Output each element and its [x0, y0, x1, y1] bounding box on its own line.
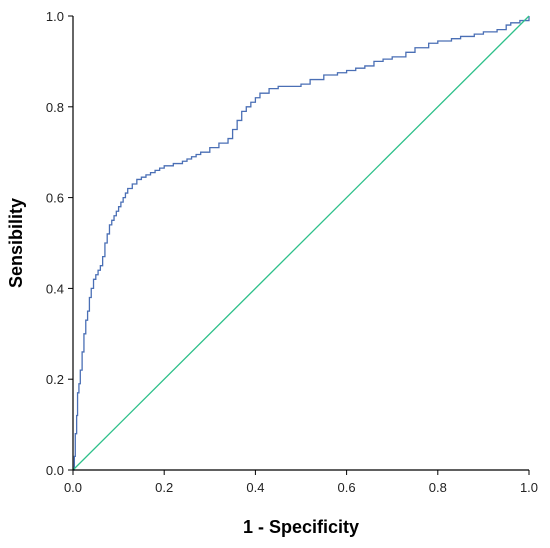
reference-diagonal-line	[72, 15, 530, 471]
x-tick-label: 0.2	[155, 480, 173, 495]
x-tick-label: 0.4	[246, 480, 264, 495]
y-tick-label: 0.2	[46, 372, 64, 387]
x-tick-label: 0.6	[338, 480, 356, 495]
series-layer	[72, 15, 530, 471]
x-tick-label: 0.8	[429, 480, 447, 495]
x-axis-ticks: 0.0 0.2 0.4 0.6 0.8 1.0	[64, 470, 538, 495]
roc-curve-line	[73, 16, 530, 471]
x-tick-label: 1.0	[520, 480, 538, 495]
y-axis-ticks: 0.0 0.2 0.4 0.6 0.8 1.0	[46, 9, 73, 478]
y-tick-label: 0.4	[46, 281, 64, 296]
x-tick-label: 0.0	[64, 480, 82, 495]
y-tick-label: 0.8	[46, 100, 64, 115]
y-tick-label: 0.6	[46, 191, 64, 206]
y-axis-title: Sensibility	[6, 198, 26, 288]
x-axis-title: 1 - Specificity	[243, 517, 359, 537]
y-tick-label: 0.0	[46, 463, 64, 478]
y-tick-label: 1.0	[46, 9, 64, 24]
